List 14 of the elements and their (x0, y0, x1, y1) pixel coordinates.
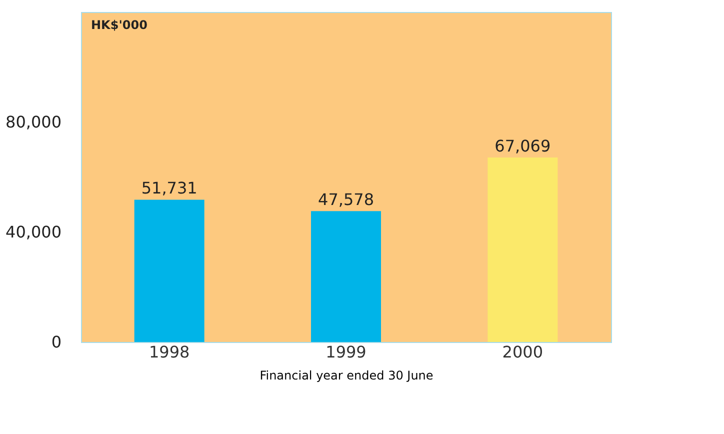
bar (134, 200, 204, 342)
x-tick-label: 2000 (502, 342, 544, 362)
bar (488, 158, 558, 342)
bar (311, 211, 381, 342)
y-tick-label: 0 (51, 332, 62, 352)
data-label: 67,069 (494, 136, 551, 156)
y-tick-label: 40,000 (6, 222, 62, 242)
y-axis-title: HK$'000 (91, 18, 148, 32)
x-axis-title: Financial year ended 30 June (260, 368, 434, 382)
data-label: 51,731 (141, 178, 198, 198)
x-tick-label: 1999 (326, 342, 366, 362)
data-label: 47,578 (318, 190, 374, 210)
y-tick-label: 80,000 (6, 112, 62, 132)
x-tick-label: 1998 (148, 342, 190, 362)
